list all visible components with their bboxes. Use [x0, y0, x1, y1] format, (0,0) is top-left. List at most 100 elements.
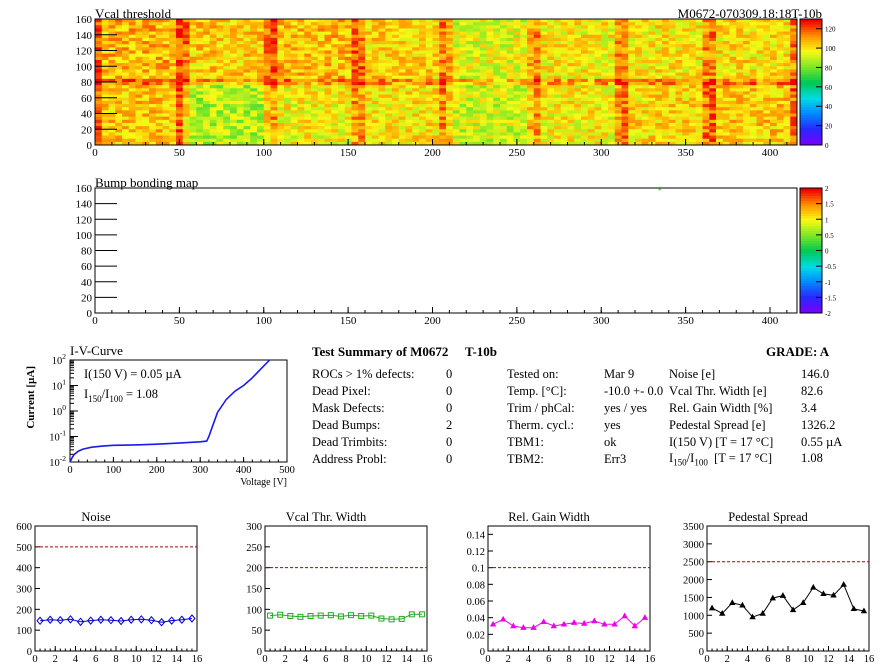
heat-cell [466, 34, 474, 39]
heat-cell [169, 47, 177, 51]
heat-cell [675, 69, 683, 73]
heat-cell [790, 31, 798, 36]
series-line [711, 583, 865, 618]
heat-cell [662, 110, 670, 114]
heat-cell [446, 19, 454, 23]
x-tick-label: 2 [283, 654, 288, 665]
heat-cell [513, 41, 521, 45]
heat-cell [594, 100, 602, 105]
heat-cell [486, 104, 494, 108]
y-tick-label: 0.06 [467, 597, 485, 608]
heat-cell [500, 94, 508, 99]
heat-cell [756, 75, 764, 80]
heat-cell [277, 56, 285, 61]
heat-cell [702, 34, 710, 39]
heat-cell [425, 100, 433, 105]
iv-ylabel: Current [µA] [25, 366, 37, 429]
heat-cell [338, 44, 346, 48]
heat-cell [770, 31, 778, 36]
summary-value: 146.0 [801, 367, 830, 381]
heat-cell [290, 94, 298, 99]
heat-cell [709, 41, 717, 45]
heat-cell [439, 97, 447, 102]
heat-cell [702, 50, 710, 55]
heat-cell [270, 47, 278, 51]
heat-cell [452, 110, 460, 114]
heat-cell [513, 69, 521, 73]
heat-cell [176, 78, 184, 83]
heat-cell [412, 59, 420, 64]
heat-cell [439, 75, 447, 80]
heat-cell [263, 50, 271, 55]
heat-cell [155, 66, 163, 70]
heat-cell [648, 53, 656, 58]
heat-cell [398, 72, 406, 77]
heat-cell [601, 69, 609, 73]
heat-cell [122, 53, 130, 58]
heat-cell [513, 122, 521, 127]
heat-cell [243, 34, 251, 39]
heat-cell [425, 56, 433, 61]
heat-cell [635, 75, 643, 80]
heat-cell [473, 88, 481, 92]
heat-cell [297, 53, 305, 58]
heat-cell [270, 132, 278, 136]
heat-cell [574, 47, 582, 51]
heat-cell [135, 113, 143, 118]
heat-cell [486, 53, 494, 58]
heat-cell [257, 75, 265, 80]
heat-cell [209, 72, 217, 77]
heat-cell [695, 41, 703, 45]
heat-cell [567, 22, 575, 26]
heat-cell [702, 41, 710, 45]
heat-cell [729, 34, 737, 39]
heat-cell [182, 78, 190, 83]
heat-cell [331, 63, 339, 67]
heat-cell [290, 25, 298, 29]
heat-cell [189, 19, 197, 23]
heat-cell [338, 122, 346, 127]
heat-cell [675, 66, 683, 70]
heat-cell [513, 113, 521, 118]
heat-cell [655, 22, 663, 26]
heat-cell [243, 63, 251, 67]
heat-cell [668, 116, 676, 121]
heat-cell [621, 119, 629, 124]
heat-cell [554, 69, 562, 73]
heat-cell [581, 44, 589, 48]
heat-cell [594, 66, 602, 70]
heat-cell [486, 132, 494, 136]
heat-cell [493, 113, 501, 118]
heat-cell [439, 25, 447, 29]
heat-cell [662, 59, 670, 64]
heat-cell [695, 72, 703, 77]
heat-cell [412, 82, 420, 86]
heat-cell [560, 44, 568, 48]
heat-cell [412, 119, 420, 124]
heat-cell [520, 59, 528, 64]
heat-cell [506, 78, 514, 83]
heat-cell [263, 91, 271, 95]
heat-cell [101, 22, 109, 26]
heat-cell [466, 53, 474, 58]
heat-cell [628, 138, 636, 143]
heat-cell [621, 135, 629, 140]
heat-cell [493, 44, 501, 48]
heat-cell [398, 110, 406, 114]
heat-cell [500, 44, 508, 48]
heat-cell [446, 63, 454, 67]
heat-cell [365, 31, 373, 36]
heat-cell [115, 129, 123, 133]
heat-cell [236, 110, 244, 114]
heat-cell [608, 82, 616, 86]
heat-cell [338, 94, 346, 99]
heat-cell [176, 110, 184, 114]
heat-cell [635, 66, 643, 70]
heat-cell [115, 141, 123, 146]
data-point [157, 617, 166, 627]
heat-cell [216, 88, 224, 92]
heat-cell [641, 141, 649, 146]
heat-cell [203, 129, 211, 133]
heat-cell [540, 59, 548, 64]
heat-cell [513, 94, 521, 99]
